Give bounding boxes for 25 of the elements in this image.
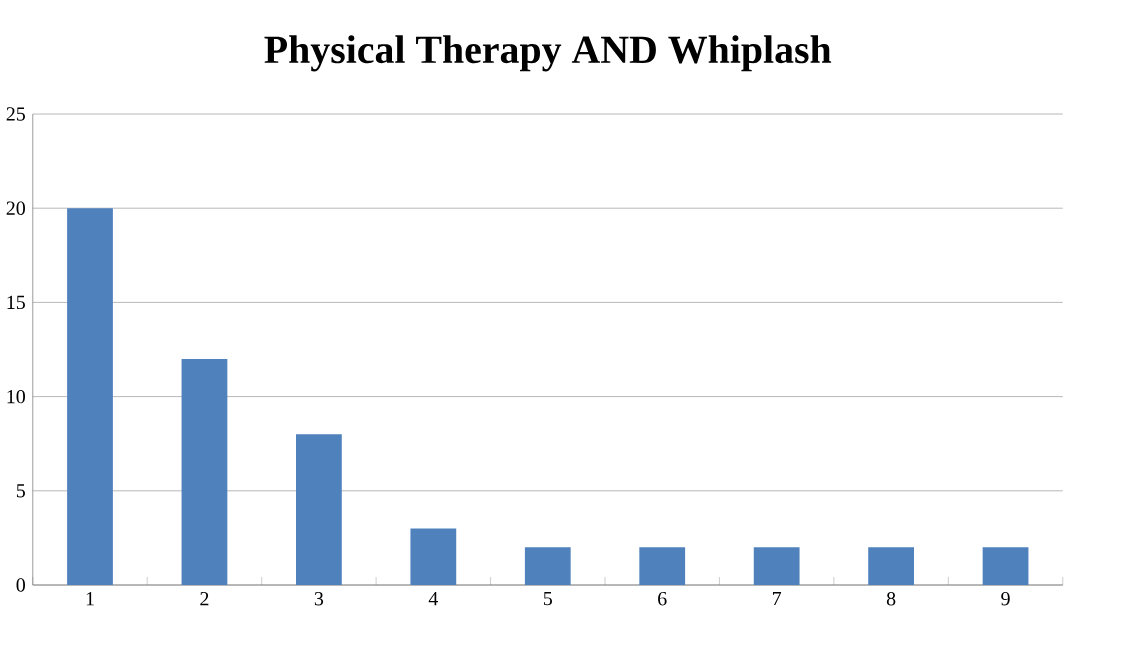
x-tick-label: 1 [86, 592, 94, 606]
bar [67, 208, 113, 585]
bar [181, 358, 228, 585]
x-tick-label: 9 [1001, 592, 1010, 606]
y-tick-label: 0 [16, 578, 25, 592]
bar [524, 547, 571, 585]
chart-title: Physical Therapy AND Whiplash [264, 35, 832, 72]
y-tick-label: 10 [7, 389, 25, 404]
bar [639, 547, 686, 585]
y-tick-label: 25 [6, 107, 25, 121]
bar [296, 434, 342, 585]
x-tick-label: 3 [314, 592, 324, 606]
x-tick-label: 7 [772, 592, 782, 606]
bar [868, 547, 914, 585]
y-tick-label: 20 [6, 201, 25, 215]
x-tick-label: 4 [428, 592, 439, 606]
y-tick-label: 5 [16, 484, 25, 498]
x-tick-label: 2 [200, 592, 209, 606]
x-tick-label: 6 [658, 592, 667, 606]
bar [753, 547, 800, 585]
bar [410, 528, 457, 585]
x-tick-label: 5 [543, 592, 552, 606]
bar [982, 547, 1029, 585]
x-tick-label: 8 [886, 592, 896, 606]
y-tick-label: 15 [7, 295, 25, 310]
